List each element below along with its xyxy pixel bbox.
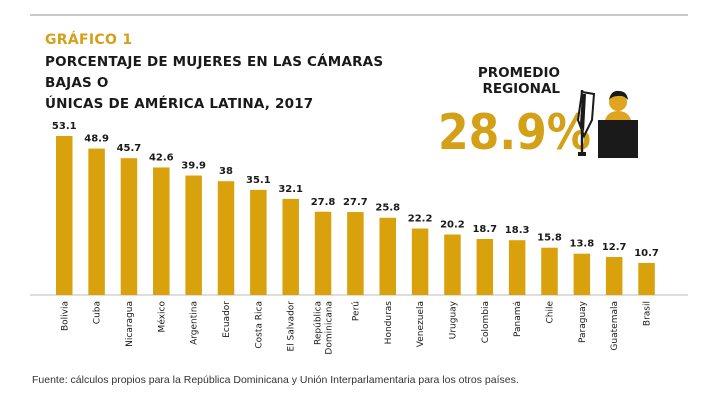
podium-speaker-icon	[576, 90, 638, 158]
chart-title: PORCENTAJE DE MUJERES EN LAS CÁMARAS BAJ…	[45, 52, 425, 115]
bar-value-label-13: 18.7	[472, 224, 497, 235]
category-label-line: Nicaragua	[125, 301, 135, 347]
bar-18	[638, 262, 655, 295]
bar-15	[541, 247, 558, 295]
category-label-line: República	[314, 301, 324, 345]
bar-value-label-10: 25.8	[375, 203, 400, 214]
chart-title-line-2: ÚNICAS DE AMÉRICA LATINA, 2017	[45, 96, 314, 112]
bar-value-label-17: 12.7	[602, 242, 627, 253]
chart-kicker: GRÁFICO 1	[45, 32, 133, 48]
bar-12	[444, 234, 461, 295]
category-label-7: El Salvador	[287, 301, 297, 352]
bar-5	[217, 181, 235, 295]
bar-value-label-5: 38	[219, 166, 233, 177]
bar-11	[411, 228, 429, 295]
bar-value-label-1: 48.9	[84, 134, 109, 145]
bar-value-label-0: 53.1	[52, 121, 77, 132]
category-label-0: Bolivia	[60, 301, 70, 331]
category-label-line: Brasil	[643, 301, 653, 326]
bar-value-label-15: 15.8	[537, 233, 562, 244]
category-label-line: Colombia	[481, 301, 491, 343]
category-label-14: Panamá	[513, 301, 523, 337]
regional-average-value: 28.9%	[438, 104, 591, 161]
bar-value-label-11: 22.2	[408, 214, 433, 225]
bar-8	[314, 211, 332, 295]
category-label-13: Colombia	[481, 301, 491, 343]
category-label-3: México	[156, 301, 167, 333]
category-label-1: Cuba	[93, 301, 103, 324]
category-label-line: Cuba	[93, 301, 103, 324]
category-label-12: Uruguay	[448, 300, 458, 339]
bar-3	[153, 167, 170, 295]
bar-16	[573, 253, 591, 295]
category-label-line: Bolivia	[60, 301, 70, 331]
bar-0	[56, 136, 73, 295]
category-label-18: Brasil	[643, 301, 653, 326]
category-label-4: Argentina	[190, 301, 200, 345]
category-label-line: Argentina	[190, 301, 200, 345]
bar-14	[508, 240, 526, 295]
chart-title-line-1: PORCENTAJE DE MUJERES EN LAS CÁMARAS BAJ…	[45, 54, 384, 91]
bar-7	[282, 198, 299, 295]
bar-value-label-14: 18.3	[505, 225, 530, 236]
bar-1	[88, 148, 105, 295]
bar-17	[605, 256, 623, 295]
bar-value-label-18: 10.7	[634, 248, 659, 259]
category-label-line: El Salvador	[287, 301, 297, 352]
regional-average-label: PROMEDIO REGIONAL	[460, 65, 560, 97]
category-label-17: Guatemala	[610, 301, 620, 351]
category-label-6: Costa Rica	[254, 301, 264, 349]
bar-value-label-12: 20.2	[440, 220, 465, 231]
bar-2	[120, 158, 138, 295]
bar-value-label-2: 45.7	[117, 143, 142, 154]
category-label-line: Guatemala	[610, 301, 620, 351]
category-label-line: Honduras	[384, 301, 394, 345]
bar-value-label-3: 42.6	[149, 152, 174, 163]
bar-value-label-9: 27.7	[343, 197, 368, 208]
category-label-line: Paraguay	[578, 300, 588, 343]
bar-4	[185, 175, 202, 295]
bar-value-label-6: 35.1	[246, 175, 271, 186]
category-label-11: Venezuela	[416, 301, 426, 347]
bar-chart: 53.1 Bolivia 48.9 Cuba 45.7 Nicaragua 42.6 Méxi…	[30, 121, 688, 355]
category-label-line: Panamá	[513, 301, 523, 337]
regional-average-label-line-2: REGIONAL	[482, 81, 560, 97]
category-label-line: Dominicana	[325, 301, 335, 355]
category-label-line: Venezuela	[416, 301, 426, 347]
bar-value-label-16: 13.8	[570, 239, 595, 250]
category-label-15: Chile	[546, 301, 556, 324]
bar-13	[476, 239, 494, 295]
category-label-5: Ecuador	[222, 301, 232, 338]
category-label-line: Uruguay	[448, 300, 458, 339]
bar-value-label-4: 39.9	[181, 161, 206, 172]
bar-9	[347, 212, 364, 295]
category-label-9: Perú	[351, 301, 361, 321]
category-label-10: Honduras	[384, 301, 394, 345]
bar-10	[379, 217, 396, 295]
bar-value-label-8: 27.8	[311, 197, 336, 208]
bar-value-label-7: 32.1	[278, 184, 303, 195]
source-note: Fuente: cálculos propios para la Repúbli…	[32, 374, 519, 386]
top-rule	[30, 14, 688, 16]
category-label-line: Perú	[351, 301, 361, 321]
category-label-line: Chile	[546, 301, 556, 324]
bar-6	[250, 189, 267, 295]
regional-average-label-line-1: PROMEDIO	[477, 65, 560, 81]
category-label-2: Nicaragua	[125, 301, 135, 347]
category-label-16: Paraguay	[578, 300, 588, 343]
category-label-line: México	[156, 301, 167, 333]
category-label-line: Ecuador	[222, 301, 232, 338]
category-label-line: Costa Rica	[254, 301, 264, 349]
category-label-8: República Dominicana	[314, 301, 335, 355]
